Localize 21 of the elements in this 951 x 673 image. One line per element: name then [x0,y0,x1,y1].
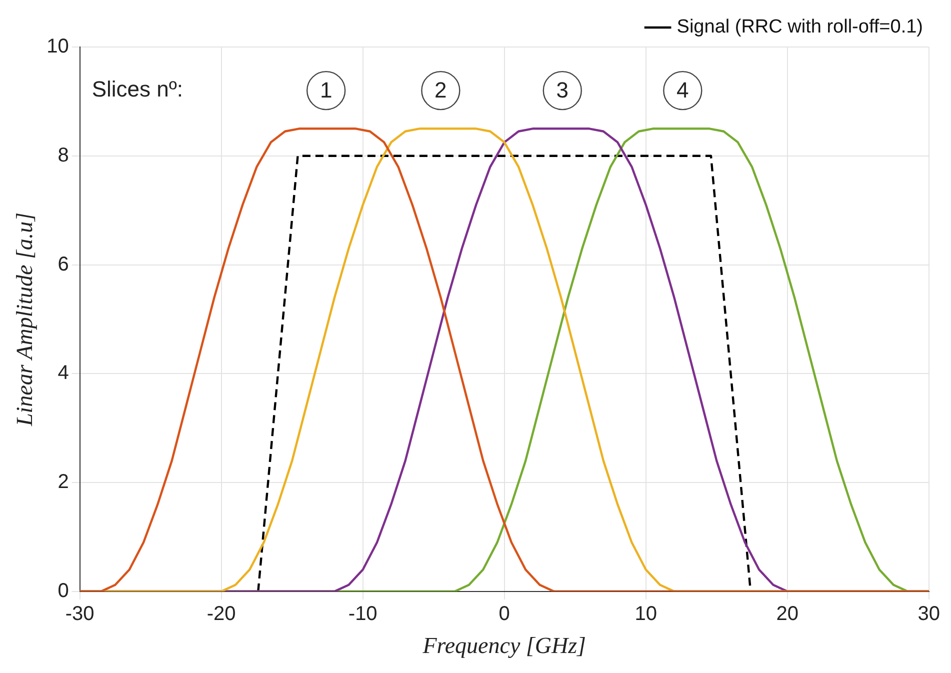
annotation: 3 [556,78,569,103]
x-tick-label: 30 [918,602,940,625]
y-tick-label: 4 [58,362,69,384]
x-tick-label: -20 [206,602,236,625]
x-tick-label: 0 [498,602,510,625]
y-axis-title: Linear Amplitude [a.u] [12,212,37,428]
y-tick-label: 8 [58,144,69,166]
legend-label: Signal (RRC with roll-off=0.1) [676,16,924,38]
x-tick-label: -30 [65,602,94,625]
y-tick-label: 0 [58,580,69,602]
y-tick-label: 6 [58,253,69,276]
x-tick-label: 20 [776,602,798,625]
x-axis-title: Frequency [GHz] [422,633,586,658]
y-tick-label: 2 [58,471,69,494]
annotation: 1 [320,78,332,103]
y-tick-label: 10 [46,36,69,58]
annotation: Slices nº: [92,76,184,102]
annotation: 4 [676,78,689,103]
x-tick-label: 10 [634,602,657,625]
x-tick-label: -10 [348,602,378,625]
annotation: 2 [434,78,447,103]
